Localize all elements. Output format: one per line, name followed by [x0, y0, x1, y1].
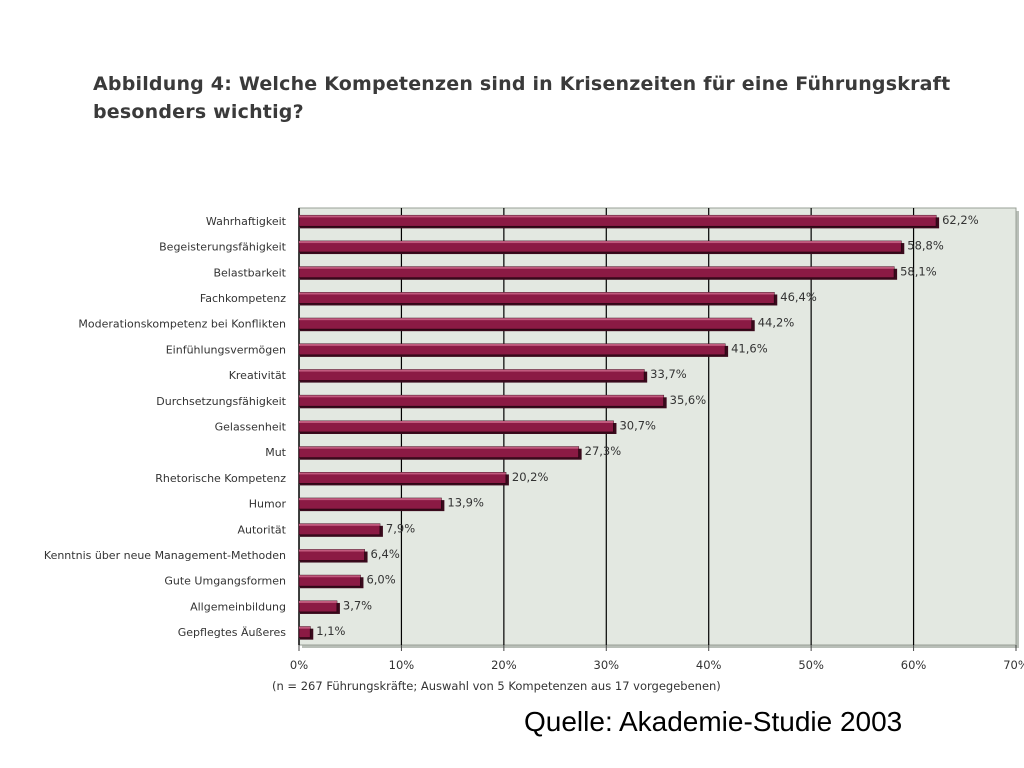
bar-highlight — [299, 472, 506, 475]
value-label: 44,2% — [758, 316, 795, 330]
bar-highlight — [299, 600, 337, 603]
x-tick-label: 70% — [1003, 658, 1024, 672]
value-label: 20,2% — [512, 470, 549, 484]
category-label: Autorität — [238, 523, 287, 536]
category-label: Rhetorische Kompetenz — [155, 472, 286, 485]
category-label: Fachkompetenz — [200, 292, 286, 305]
value-label: 30,7% — [619, 419, 656, 433]
bar-highlight — [299, 549, 365, 552]
bar-highlight — [299, 421, 614, 423]
bar-highlight — [299, 523, 380, 526]
x-tick-label: 20% — [491, 658, 517, 672]
value-label: 58,8% — [907, 239, 944, 253]
bar-highlight — [299, 575, 361, 578]
category-label: Durchsetzungsfähigkeit — [156, 395, 286, 408]
category-label: Gelassenheit — [215, 421, 287, 434]
value-label: 27,3% — [585, 444, 622, 458]
bar-highlight — [299, 215, 937, 218]
category-label: Gepflegtes Äußeres — [178, 626, 287, 639]
bar-highlight — [299, 292, 775, 295]
category-label: Moderationskompetenz bei Konflikten — [78, 318, 286, 331]
bar-highlight — [299, 369, 645, 372]
bar-highlight — [299, 343, 726, 346]
category-label: Belastbarkeit — [213, 266, 286, 279]
chart-title: Abbildung 4: Welche Kompetenzen sind in … — [93, 73, 951, 123]
category-label: Allgemeinbildung — [190, 600, 286, 613]
category-label: Kenntnis über neue Management-Methoden — [44, 549, 286, 562]
value-label: 41,6% — [731, 341, 768, 355]
x-tick-label: 30% — [594, 658, 620, 672]
value-label: 13,9% — [447, 496, 484, 510]
x-tick-label: 60% — [901, 658, 927, 672]
source-caption: Quelle: Akademie-Studie 2003 — [524, 706, 903, 737]
category-label: Mut — [265, 446, 286, 459]
value-label: 33,7% — [650, 367, 687, 381]
value-label: 6,0% — [366, 573, 395, 587]
category-label: Kreativität — [229, 369, 287, 382]
bar-highlight — [299, 498, 442, 501]
category-label: Einfühlungsvermögen — [166, 343, 286, 356]
category-label: Begeisterungsfähigkeit — [159, 241, 287, 254]
x-tick-label: 0% — [290, 658, 308, 672]
category-label: Wahrhaftigkeit — [206, 215, 287, 228]
category-label: Humor — [249, 498, 287, 511]
value-label: 6,4% — [371, 547, 400, 561]
x-tick-label: 50% — [798, 658, 824, 672]
bar-highlight — [299, 318, 752, 321]
value-label: 3,7% — [343, 598, 372, 612]
bar-highlight — [299, 241, 902, 244]
value-label: 46,4% — [780, 290, 817, 304]
bar-highlight — [299, 446, 579, 449]
value-label: 7,9% — [386, 521, 415, 535]
bar-highlight — [299, 626, 311, 629]
bar-highlight — [299, 266, 895, 269]
x-tick-label: 10% — [389, 658, 415, 672]
value-label: 35,6% — [670, 393, 707, 407]
value-label: 1,1% — [316, 624, 345, 638]
category-label: Gute Umgangsformen — [164, 575, 286, 588]
value-label: 58,1% — [900, 264, 937, 278]
x-tick-label: 40% — [696, 658, 722, 672]
value-label: 62,2% — [942, 213, 979, 227]
x-axis-label: (n = 267 Führungskräfte; Auswahl von 5 K… — [272, 679, 721, 693]
bar-highlight — [299, 395, 664, 398]
